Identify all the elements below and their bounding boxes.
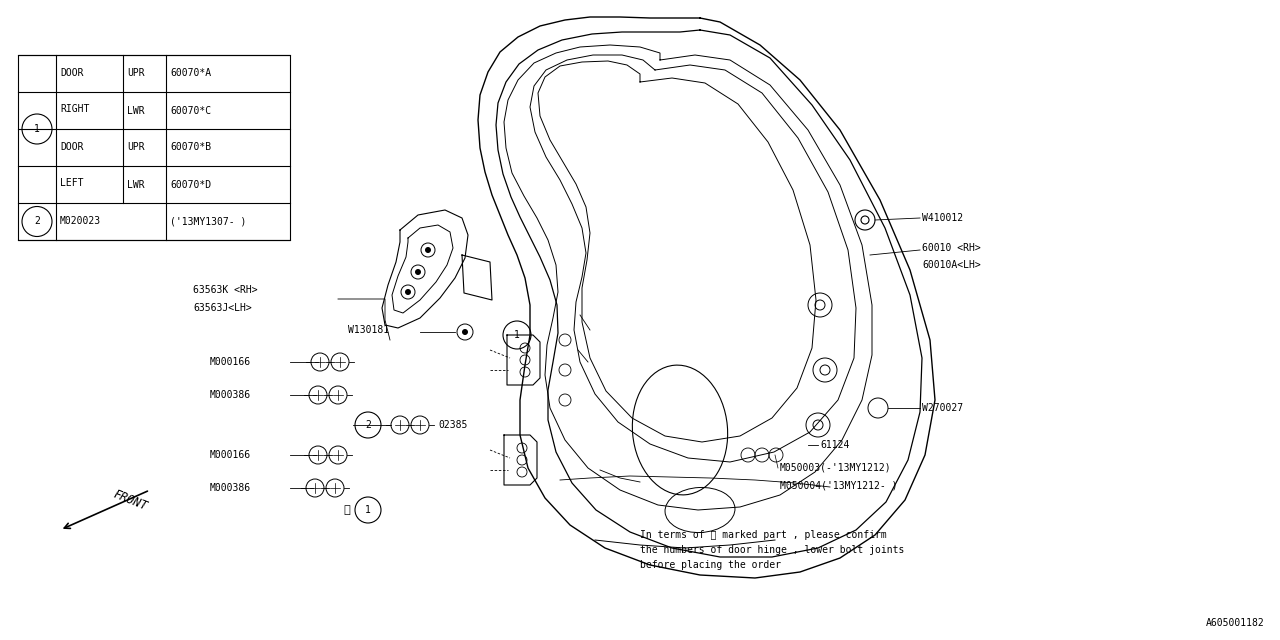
Text: 60070*A: 60070*A [170,68,211,79]
Text: In terms of ※ marked part , please confirm
the numbers of door hinge , lower bol: In terms of ※ marked part , please confi… [640,530,905,570]
Text: 2: 2 [35,216,40,227]
Text: W270027: W270027 [922,403,963,413]
Text: M000386: M000386 [210,390,251,400]
Text: M050003(-'13MY1212): M050003(-'13MY1212) [780,463,892,473]
Text: M000166: M000166 [210,450,251,460]
Text: 02385: 02385 [438,420,467,430]
Text: 60070*C: 60070*C [170,106,211,115]
Text: ('13MY1307- ): ('13MY1307- ) [170,216,246,227]
Text: DOOR: DOOR [60,68,83,79]
Text: 1: 1 [35,124,40,134]
Circle shape [404,289,411,295]
Text: 60010A<LH>: 60010A<LH> [922,260,980,270]
Text: 60070*B: 60070*B [170,143,211,152]
Text: W130181: W130181 [348,325,389,335]
Text: ※: ※ [343,505,349,515]
Text: M000386: M000386 [210,483,251,493]
Text: W410012: W410012 [922,213,963,223]
Text: FRONT: FRONT [111,487,148,513]
Text: RIGHT: RIGHT [60,104,90,113]
Text: 63563J<LH>: 63563J<LH> [193,303,252,313]
Circle shape [425,247,431,253]
Text: A605001182: A605001182 [1206,618,1265,628]
Text: M020023: M020023 [60,216,101,227]
Text: M050004('13MY1212- ): M050004('13MY1212- ) [780,480,897,490]
Text: 60010 <RH>: 60010 <RH> [922,243,980,253]
Bar [18,55,291,240]
Text: UPR: UPR [127,143,145,152]
Text: 60070*D: 60070*D [170,179,211,189]
Text: 2: 2 [365,420,371,430]
Text: 1: 1 [515,330,520,340]
Text: M000166: M000166 [210,357,251,367]
Text: LWR: LWR [127,179,145,189]
Circle shape [415,269,421,275]
Text: 61124: 61124 [820,440,850,450]
Text: LEFT: LEFT [60,177,83,188]
Text: UPR: UPR [127,68,145,79]
Text: 1: 1 [365,505,371,515]
Text: LWR: LWR [127,106,145,115]
Text: 63563K <RH>: 63563K <RH> [193,285,257,295]
Circle shape [462,329,468,335]
Text: DOOR: DOOR [60,143,83,152]
